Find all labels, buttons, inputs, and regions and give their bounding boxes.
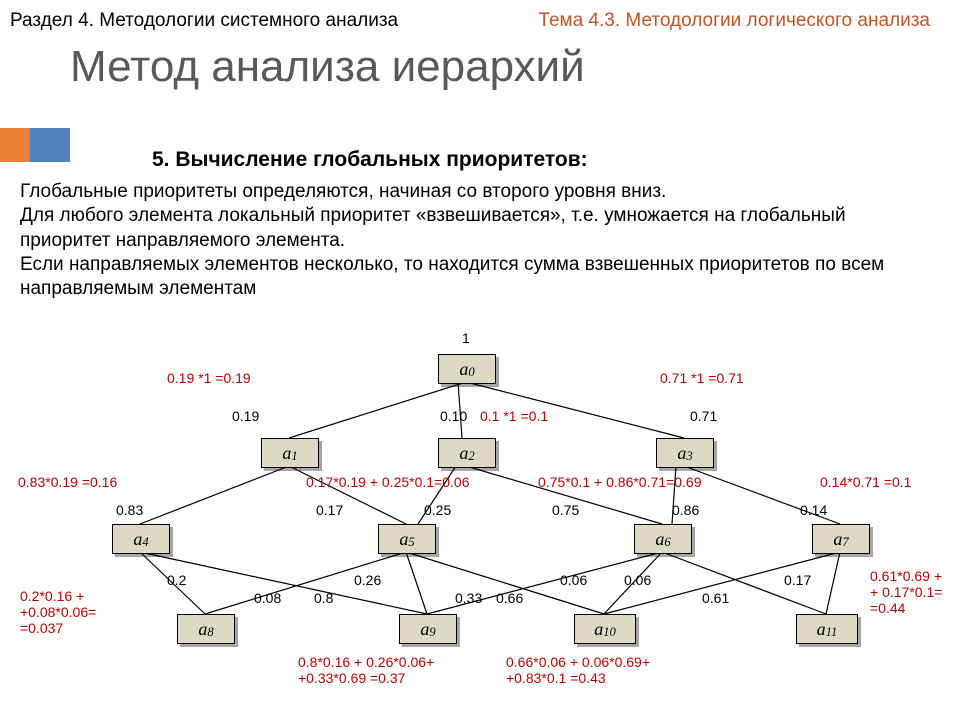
topic-label: Тема 4.3. Методологии логического анализ… <box>538 10 930 32</box>
edge-weight: 0.61 <box>702 590 729 606</box>
computation-annotation: 0.19 *1 =0.19 <box>167 370 251 386</box>
computation-annotation: 0.61*0.69 ++ 0.17*0.1==0.44 <box>870 568 942 616</box>
edge-weight: 0.26 <box>354 572 381 588</box>
section-label: Раздел 4. Методологии системного анализа <box>10 10 398 32</box>
subtitle: 5. Вычисление глобальных приоритетов: <box>152 148 588 171</box>
computation-annotation: 0.75*0.1 + 0.86*0.71=0.69 <box>538 474 701 490</box>
edge-weight: 0.14 <box>800 502 827 518</box>
edge-weight: 0.75 <box>552 502 579 518</box>
edge-weight: 0.08 <box>254 590 281 606</box>
computation-annotation: 0.66*0.06 + 0.06*0.69++0.83*0.1 =0.43 <box>506 654 650 686</box>
node-a0: a0 <box>438 354 496 384</box>
node-a5: a5 <box>378 524 436 554</box>
edge <box>826 552 840 614</box>
edge-weight: 0.10 <box>440 408 467 424</box>
computation-annotation: 0.71 *1 =0.71 <box>660 370 744 386</box>
node-a7: a7 <box>812 524 870 554</box>
edge <box>140 466 289 524</box>
edge-weight: 0.06 <box>624 572 651 588</box>
node-a6: a6 <box>634 524 692 554</box>
computation-annotation: 0.14*0.71 =0.1 <box>820 474 911 490</box>
computation-annotation: 0.2*0.16 ++0.08*0.06==0.037 <box>20 588 96 636</box>
edge-weight: 0.2 <box>167 572 186 588</box>
edge-weight: 0.71 <box>690 408 717 424</box>
edge-weight: 0.06 <box>560 572 587 588</box>
computation-annotation: 0.83*0.19 =0.16 <box>18 474 117 490</box>
edge-weight: 0.19 <box>232 408 259 424</box>
node-a2: a2 <box>438 438 496 468</box>
edge-weight: 0.17 <box>316 502 343 518</box>
computation-annotation: 0.1 *1 =0.1 <box>480 408 548 424</box>
edge-weight: 0.33 <box>455 590 482 606</box>
edge-weight: 0.8 <box>314 590 333 606</box>
edge-weight: 0.86 <box>672 502 699 518</box>
root-value: 1 <box>462 330 470 346</box>
node-a9: a9 <box>399 614 457 644</box>
edge-weight: 0.17 <box>784 572 811 588</box>
hierarchy-diagram: a0 a1 a2 a3 a4 a5 a6 a7 a8 a9 a10 a11 1 0.19 0.10 0.71… <box>0 324 960 720</box>
computation-annotation: 0.17*0.19 + 0.25*0.1=0.06 <box>306 474 469 490</box>
page-title: Метод анализа иерархий <box>70 42 960 92</box>
node-a8: a8 <box>177 614 235 644</box>
accent-bar <box>0 128 70 162</box>
node-a11: a11 <box>796 614 858 644</box>
accent-orange <box>0 128 30 162</box>
node-a4: a4 <box>112 524 170 554</box>
node-a1: a1 <box>261 438 319 468</box>
edge-weight: 0.66 <box>496 590 523 606</box>
header: Раздел 4. Методологии системного анализа… <box>0 0 960 32</box>
subtitle-block: 5. Вычисление глобальных приоритетов: <box>148 146 596 174</box>
node-a10: a10 <box>574 614 636 644</box>
title-block: Метод анализа иерархий 5. Вычисление гло… <box>0 32 960 174</box>
accent-blue <box>30 128 70 162</box>
paragraph: Глобальные приоритеты определяются, начи… <box>20 180 926 302</box>
node-a3: a3 <box>656 438 714 468</box>
computation-annotation: 0.8*0.16 + 0.26*0.06++0.33*0.69 =0.37 <box>298 654 434 686</box>
edge-weight: 0.83 <box>116 502 143 518</box>
edge-weight: 0.25 <box>424 502 451 518</box>
edge <box>406 552 427 614</box>
